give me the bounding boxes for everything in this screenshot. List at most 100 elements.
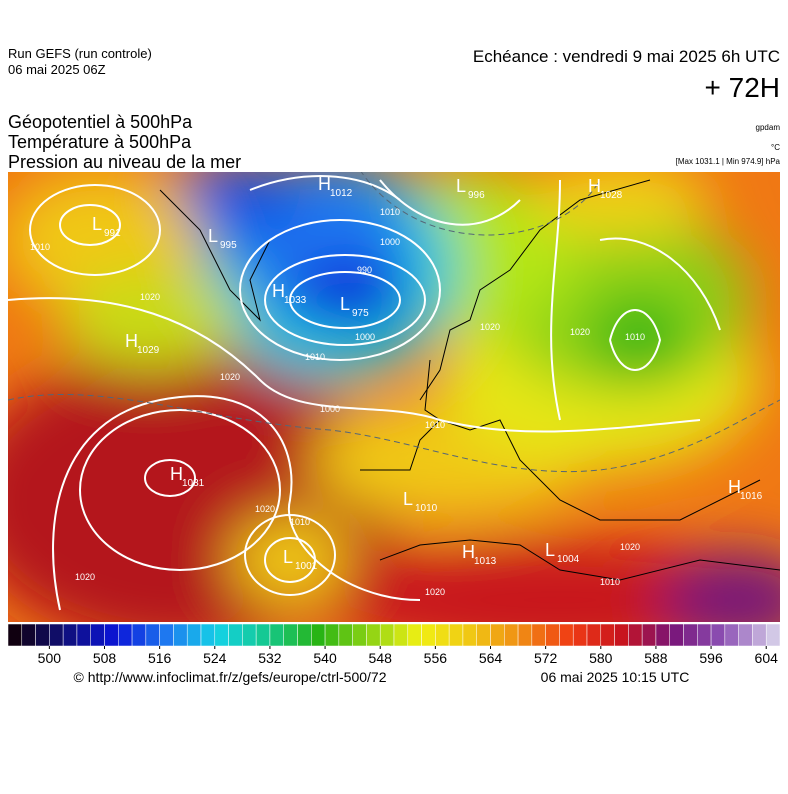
colorbar-label: 516	[148, 650, 172, 666]
colorbar-cell	[407, 623, 422, 647]
colorbar-cell	[21, 623, 36, 647]
colorbar-cell	[586, 623, 602, 647]
center-letter: L	[545, 540, 555, 560]
center-value: 995	[220, 240, 237, 251]
isobar-label: 1010	[425, 420, 445, 430]
colorbar-cell	[324, 623, 340, 647]
isobar-label: 1010	[290, 517, 310, 527]
colorbar-label: 548	[369, 650, 393, 666]
unit: [Max 1031.1 | Min 974.9] hPa	[676, 157, 781, 166]
center-letter: H	[462, 542, 475, 562]
center-value: 1033	[284, 295, 307, 306]
colorbar-cell	[421, 623, 436, 647]
center-letter: H	[272, 281, 285, 301]
isobar-label: 1010	[380, 207, 400, 217]
colorbar-cell	[669, 623, 684, 647]
colorbar-label: 580	[589, 650, 613, 666]
colorbar-cell	[724, 623, 739, 647]
colorbar-cell	[62, 623, 78, 647]
colorbar-cell	[476, 623, 491, 647]
colorbar-label: 500	[38, 650, 62, 666]
colorbar-label: 532	[258, 650, 282, 666]
center-value: 1010	[415, 503, 438, 514]
colorbar-cell	[228, 623, 243, 647]
center-value: 1013	[474, 556, 497, 567]
colorbar-cell	[655, 623, 670, 647]
colorbar-cell	[559, 623, 574, 647]
colorbar-label: 524	[203, 650, 227, 666]
colorbar-label: 604	[755, 650, 779, 666]
unit: °C	[771, 143, 780, 152]
run-date: 06 mai 2025 06Z	[8, 62, 106, 77]
issued: 06 mai 2025 10:15 UTC	[541, 669, 690, 685]
echeance: Echéance : vendredi 9 mai 2025 6h UTC	[473, 47, 780, 66]
colorbar-label: 556	[424, 650, 448, 666]
colorbar-cell	[572, 623, 588, 647]
colorbar-cell	[765, 623, 781, 647]
center-letter: H	[588, 176, 601, 196]
colorbar-cell	[545, 623, 560, 647]
colorbar-cell	[269, 623, 284, 647]
colorbar-cell	[641, 623, 657, 647]
title: Température à 500hPa	[8, 132, 192, 152]
isobar-label: 1000	[320, 404, 340, 414]
center-letter: L	[403, 489, 413, 509]
colorbar-cell	[600, 623, 615, 647]
colorbar-cell	[159, 623, 174, 647]
isobar-label: 1010	[305, 352, 325, 362]
center-value: 991	[104, 228, 121, 239]
colorbar-cell	[752, 623, 767, 647]
colorbar-cell	[393, 623, 409, 647]
center-value: 1012	[330, 188, 353, 199]
colorbar-cell	[504, 623, 519, 647]
isobar-label: 1020	[140, 292, 160, 302]
colorbar-cell	[35, 623, 50, 647]
center-value: 1004	[557, 554, 580, 565]
isobar-label: 1020	[425, 587, 445, 597]
colorbar-cell	[366, 623, 381, 647]
isobar-label: 990	[357, 265, 372, 275]
center-letter: L	[340, 294, 350, 314]
colorbar-cell	[7, 623, 23, 647]
colorbar-cell	[697, 623, 712, 647]
isobar-label: 1020	[75, 572, 95, 582]
colorbar-cell	[242, 623, 257, 647]
colorbar-label: 540	[313, 650, 337, 666]
center-letter: H	[170, 464, 183, 484]
isobar-label: 1010	[625, 332, 645, 342]
center-value: 1031	[182, 478, 205, 489]
run: Run GEFS (run controle)	[8, 46, 152, 61]
colorbar-label: 588	[644, 650, 668, 666]
isobar-label: 1010	[600, 577, 620, 587]
center-letter: H	[728, 477, 741, 497]
colorbar-cell	[49, 623, 64, 647]
colorbar-label: 572	[534, 650, 558, 666]
colorbar: 500 508 516 524 532 540 548 556 564 572 580 588 596 6…	[7, 623, 781, 666]
colorbar-label: 564	[479, 650, 503, 666]
colorbar-cell	[435, 623, 450, 647]
colorbar-cell	[297, 623, 312, 647]
colorbar-label: 508	[93, 650, 117, 666]
isobar-label: 1000	[355, 332, 375, 342]
colorbar-cell	[338, 623, 353, 647]
colorbar-label: 596	[699, 650, 723, 666]
center-value: 975	[352, 308, 369, 319]
colorbar-cell	[462, 623, 477, 647]
isobar-label: 1020	[480, 322, 500, 332]
colorbar-cell	[531, 623, 546, 647]
center-value: 996	[468, 190, 485, 201]
colorbar-cell	[614, 623, 629, 647]
colorbar-cell	[118, 623, 133, 647]
colorbar-cell	[200, 623, 216, 647]
colorbar-cell	[379, 623, 395, 647]
center-letter: H	[318, 174, 331, 194]
colorbar-cell	[628, 623, 643, 647]
isobar-label: 1020	[620, 542, 640, 552]
colorbar-cell	[683, 623, 698, 647]
map	[8, 172, 780, 622]
source: © http://www.infoclimat.fr/z/gefs/europe…	[73, 669, 386, 685]
isobar-label: 1020	[220, 372, 240, 382]
colorbar-cell	[214, 623, 229, 647]
colorbar-cell	[104, 623, 119, 647]
